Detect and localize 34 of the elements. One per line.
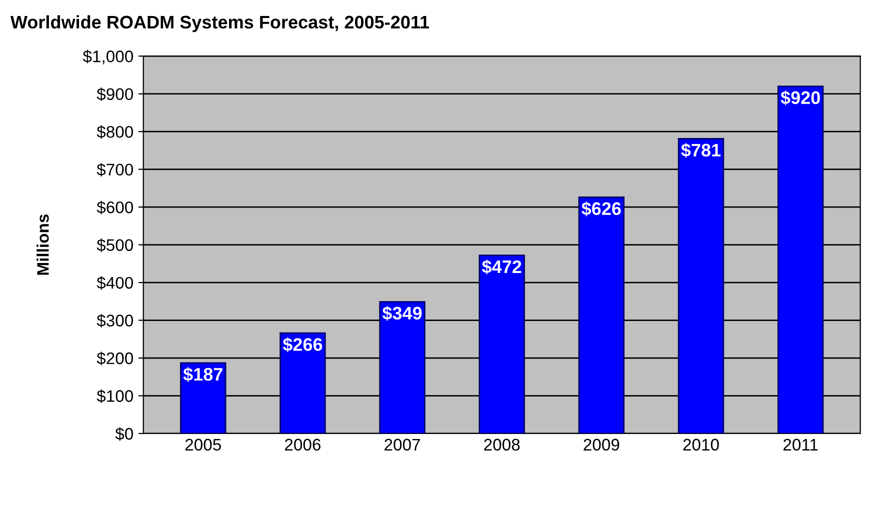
y-tick-label: $800 <box>96 125 134 139</box>
bar <box>379 301 426 434</box>
x-tick-label: 2006 <box>285 438 321 451</box>
y-tick-label: $200 <box>96 352 134 366</box>
data-label: $349 <box>382 306 422 321</box>
x-tick-label: 2009 <box>584 438 620 451</box>
bar <box>280 332 326 434</box>
data-label: $626 <box>582 201 621 216</box>
data-label: $781 <box>681 142 721 158</box>
x-tick-label: 2011 <box>783 438 818 451</box>
x-tick-label: 2008 <box>484 438 520 451</box>
y-axis-title: Millions <box>36 214 49 275</box>
y-tick-label: $500 <box>96 238 134 252</box>
bar <box>478 254 525 434</box>
y-tick-label: $300 <box>96 314 134 328</box>
bar <box>578 196 625 434</box>
data-label: $920 <box>780 90 820 106</box>
y-tick-label: $700 <box>96 163 134 177</box>
bar <box>777 86 824 434</box>
y-tick-label: $400 <box>96 276 134 290</box>
bar <box>678 138 724 434</box>
x-tick-label: 2005 <box>185 438 221 451</box>
data-label: $187 <box>183 367 222 382</box>
y-tick-label: $100 <box>96 389 134 403</box>
y-tick-label: $600 <box>96 200 134 214</box>
x-tick-label: 2007 <box>384 438 420 451</box>
data-label: $472 <box>482 260 522 274</box>
y-tick-label: $1,000 <box>82 50 134 64</box>
y-tick-label: $900 <box>96 88 134 102</box>
x-tick-label: 2010 <box>683 438 719 451</box>
chart-title: Worldwide ROADM Systems Forecast, 2005-2011 <box>10 15 430 32</box>
data-label: $266 <box>282 337 322 352</box>
bar <box>180 362 226 434</box>
y-tick-label: $0 <box>115 427 134 441</box>
